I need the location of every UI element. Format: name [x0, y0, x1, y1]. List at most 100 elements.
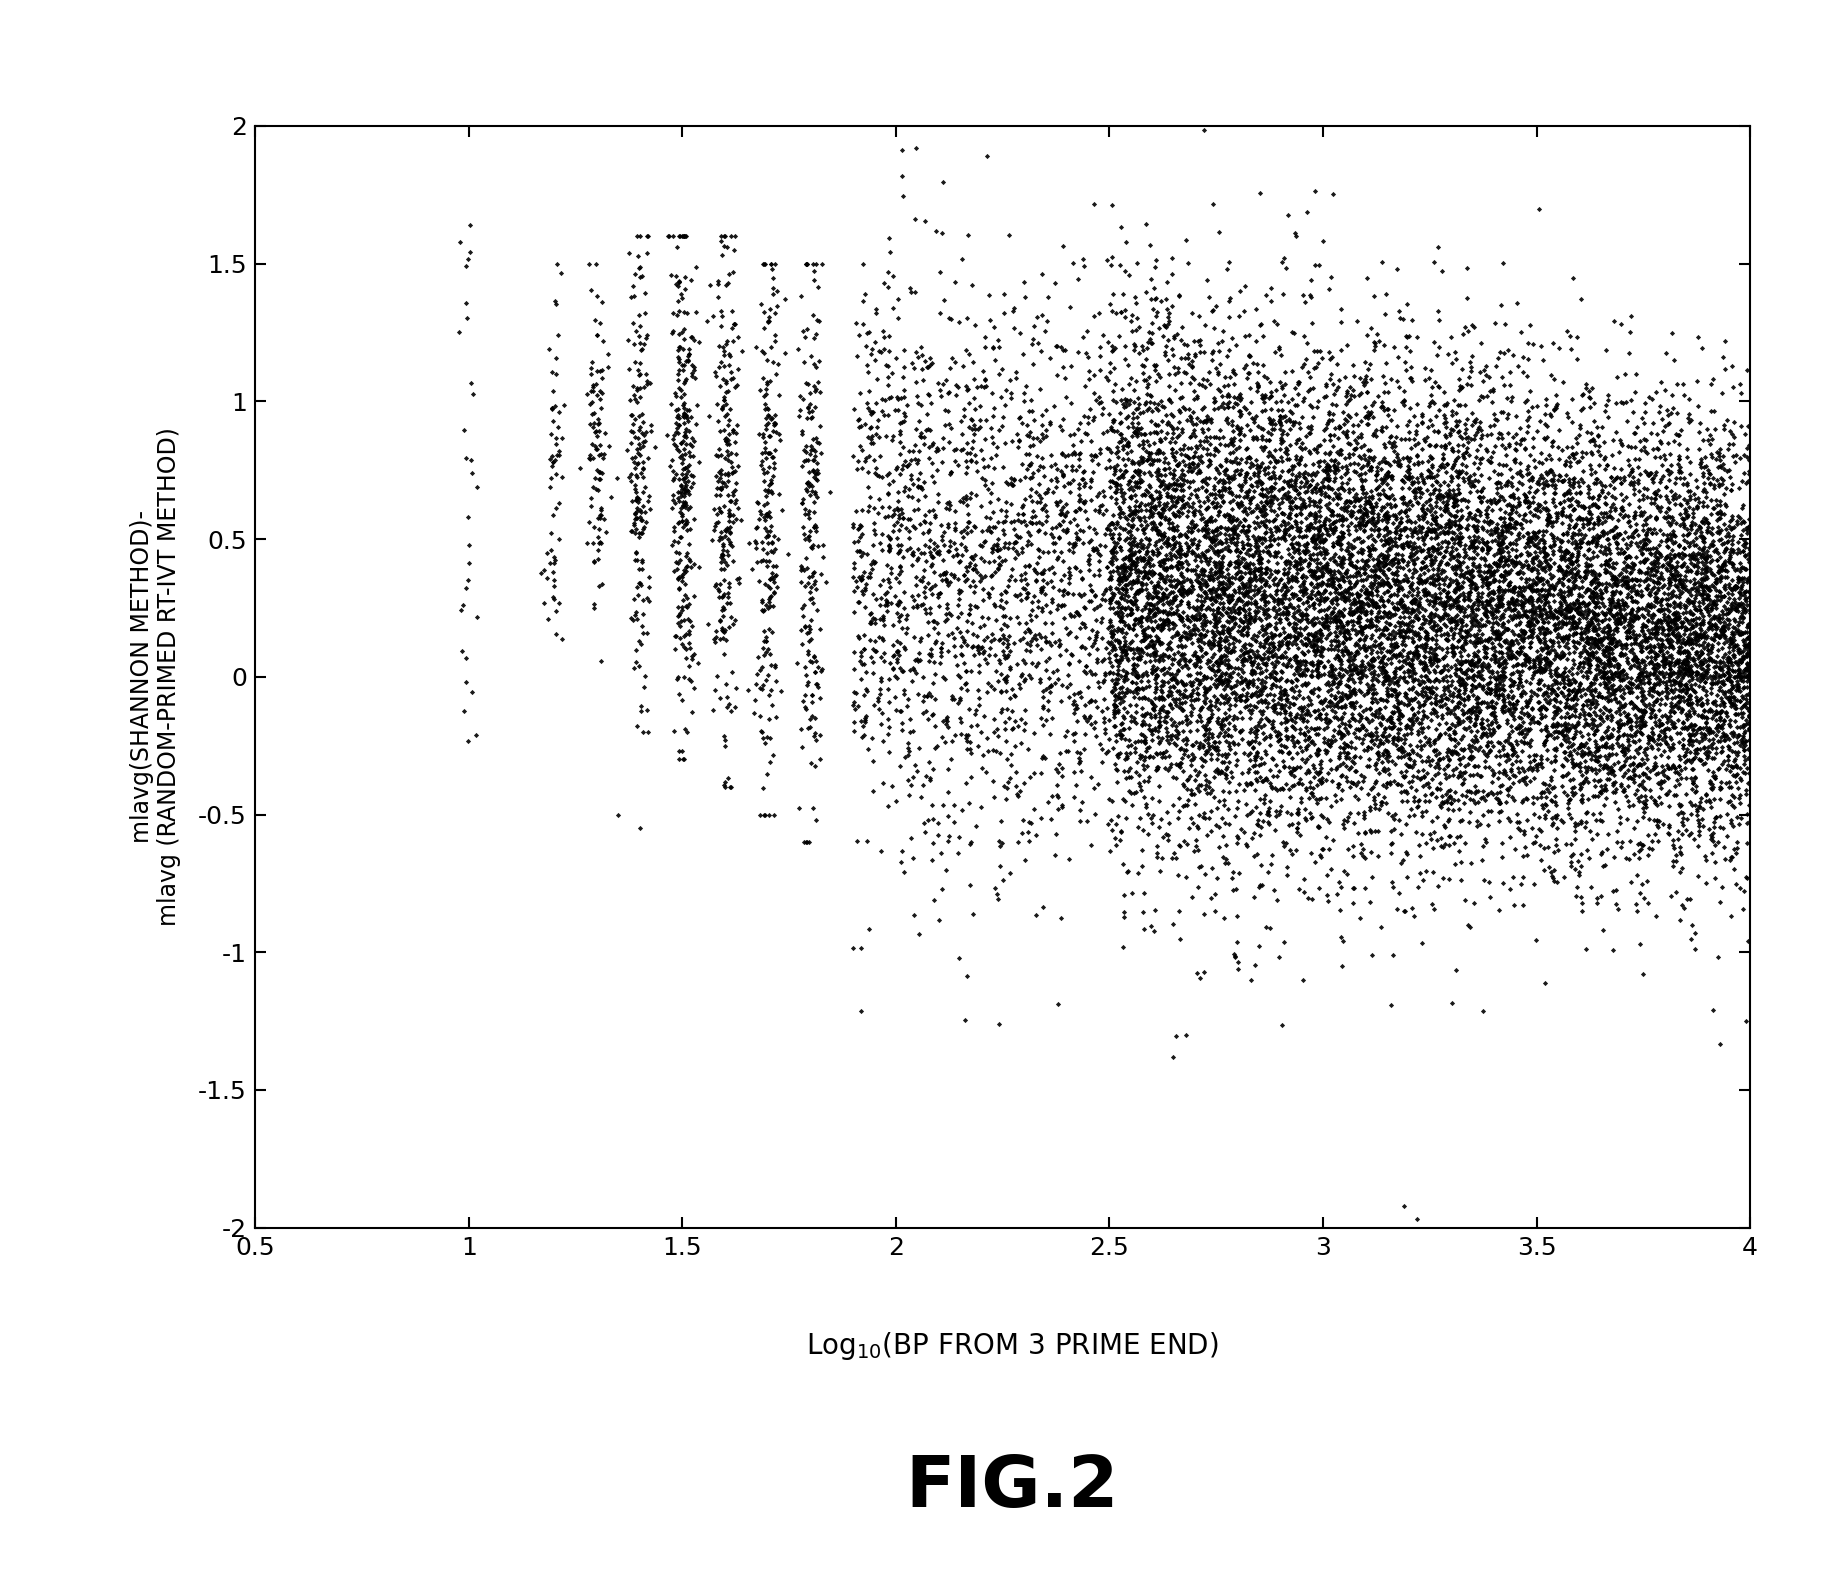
Point: [711, 427, 740, 452]
Point: [746, 658, 775, 683]
Point: [1633, 601, 1663, 626]
Point: [1267, 793, 1296, 818]
Point: [1254, 480, 1283, 505]
Point: [622, 485, 651, 510]
Point: [1468, 848, 1497, 874]
Point: [1599, 773, 1628, 798]
Point: [1540, 671, 1570, 696]
Point: [1621, 644, 1650, 669]
Point: [1579, 641, 1608, 666]
Point: [1495, 578, 1524, 603]
Point: [1478, 611, 1508, 636]
Point: [899, 902, 928, 927]
Point: [1652, 486, 1681, 512]
Point: [1719, 784, 1748, 809]
Point: [578, 349, 607, 375]
Point: [1553, 523, 1582, 548]
Point: [888, 658, 917, 683]
Point: [1683, 803, 1712, 828]
Point: [1416, 707, 1446, 732]
Point: [1579, 485, 1608, 510]
Point: [1506, 626, 1535, 652]
Point: [1099, 409, 1128, 434]
Point: [906, 420, 935, 445]
Point: [1087, 389, 1116, 414]
Point: [1577, 746, 1606, 771]
Point: [1621, 573, 1650, 598]
Point: [1447, 660, 1477, 685]
Point: [1307, 696, 1336, 721]
Point: [1586, 711, 1615, 737]
Point: [1395, 748, 1424, 773]
Point: [975, 563, 1004, 589]
Point: [1143, 575, 1172, 600]
Point: [1630, 623, 1659, 648]
Point: [1218, 482, 1247, 507]
Point: [1178, 782, 1207, 807]
Point: [1664, 541, 1694, 567]
Point: [946, 409, 975, 434]
Point: [722, 441, 751, 466]
Point: [1635, 634, 1664, 660]
Point: [1458, 667, 1488, 693]
Point: [1710, 482, 1739, 507]
Point: [1427, 790, 1457, 815]
Point: [1147, 394, 1176, 419]
Point: [1628, 650, 1657, 675]
Point: [1446, 746, 1475, 771]
Point: [1117, 541, 1147, 567]
Point: [1130, 508, 1159, 534]
Point: [1141, 286, 1170, 312]
Point: [1661, 573, 1690, 598]
Point: [1570, 682, 1599, 707]
Point: [1433, 452, 1462, 477]
Point: [1181, 598, 1210, 623]
Point: [1314, 663, 1344, 688]
Point: [953, 963, 983, 988]
Point: [932, 496, 961, 521]
Point: [1234, 697, 1263, 722]
Point: [620, 586, 649, 611]
Point: [665, 268, 695, 293]
Point: [1643, 608, 1672, 633]
Point: [1628, 661, 1657, 686]
Point: [913, 609, 942, 634]
Point: [1675, 530, 1705, 556]
Point: [1265, 622, 1294, 647]
Point: [1220, 565, 1249, 590]
Point: [1127, 422, 1156, 447]
Point: [1717, 590, 1746, 615]
Point: [802, 519, 831, 545]
Point: [1169, 682, 1198, 707]
Point: [961, 312, 990, 337]
Point: [1336, 656, 1365, 682]
Point: [704, 460, 733, 485]
Point: [1167, 327, 1196, 353]
Point: [1289, 579, 1318, 604]
Point: [917, 848, 946, 874]
Point: [860, 510, 890, 535]
Point: [968, 743, 997, 768]
Point: [1637, 726, 1666, 751]
Point: [1626, 549, 1655, 575]
Point: [1012, 373, 1041, 398]
Point: [1675, 557, 1705, 582]
Point: [1128, 708, 1158, 733]
Point: [1094, 513, 1123, 538]
Point: [1582, 573, 1612, 598]
Point: [1683, 324, 1712, 349]
Point: [1105, 699, 1134, 724]
Point: [1375, 463, 1404, 488]
Point: [1234, 644, 1263, 669]
Point: [1203, 630, 1232, 655]
Point: [1728, 538, 1757, 563]
Point: [753, 541, 782, 567]
Point: [1513, 625, 1542, 650]
Point: [760, 563, 789, 589]
Point: [860, 296, 890, 321]
Point: [868, 398, 897, 423]
Point: [1285, 474, 1314, 499]
Point: [1212, 671, 1241, 696]
Point: [452, 445, 481, 471]
Point: [1342, 526, 1371, 551]
